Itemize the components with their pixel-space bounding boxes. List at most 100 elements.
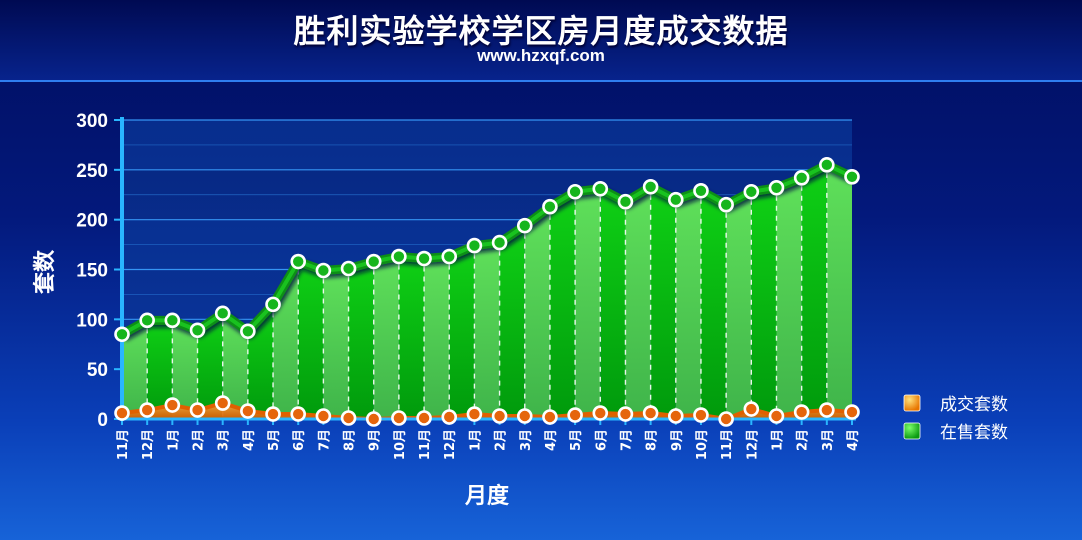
listed-area bbox=[122, 164, 852, 419]
listed-point bbox=[491, 234, 508, 251]
sold-point bbox=[240, 403, 256, 419]
sold-point bbox=[793, 404, 810, 420]
x-tick-label: 8月 bbox=[343, 429, 358, 451]
x-tick-label: 6月 bbox=[594, 429, 609, 451]
listed-area-segment bbox=[726, 191, 752, 419]
y-tick-label: 100 bbox=[76, 310, 108, 331]
listed-point bbox=[592, 180, 609, 197]
sold-point bbox=[667, 408, 684, 424]
sold-point bbox=[214, 395, 231, 411]
sold-point bbox=[189, 402, 206, 418]
listed-point bbox=[718, 196, 734, 213]
legend-swatch-listed bbox=[903, 422, 921, 440]
listed-point bbox=[365, 253, 382, 270]
sold-point bbox=[768, 408, 785, 424]
sold-point bbox=[718, 411, 734, 427]
listed-point bbox=[667, 191, 684, 208]
sold-point bbox=[693, 407, 709, 423]
listed-point bbox=[768, 179, 785, 196]
y-axis-ticks: 0 50 100 150 200 250 300 bbox=[76, 111, 122, 431]
listed-point bbox=[743, 183, 760, 200]
x-tick-label: 11月 bbox=[418, 429, 433, 460]
x-tick-label: 12月 bbox=[745, 429, 760, 460]
sold-point bbox=[617, 406, 634, 422]
listed-area-segment bbox=[826, 164, 852, 419]
y-tick-label: 250 bbox=[76, 161, 108, 182]
listed-area-segment bbox=[600, 188, 626, 419]
y-tick-label: 50 bbox=[87, 360, 108, 381]
listed-area-segment bbox=[373, 256, 399, 419]
x-tick-label: 9月 bbox=[368, 429, 383, 451]
listed-area-segment bbox=[298, 261, 324, 419]
listed-point bbox=[214, 305, 231, 322]
listed-point bbox=[164, 312, 181, 329]
sold-point bbox=[567, 407, 583, 423]
listed-point bbox=[844, 169, 860, 185]
listed-area-segment bbox=[575, 188, 601, 419]
legend-swatch-sold bbox=[903, 394, 921, 412]
x-tick-label: 3月 bbox=[519, 429, 534, 451]
sold-point bbox=[466, 406, 483, 422]
listed-area-segment bbox=[801, 164, 827, 419]
x-tick-label: 2月 bbox=[796, 429, 811, 451]
listed-point bbox=[819, 157, 835, 173]
chart-title: 胜利实验学校学区房月度成交数据 bbox=[293, 12, 789, 50]
x-tick-label: 4月 bbox=[242, 429, 257, 451]
sold-point bbox=[416, 410, 432, 426]
x-tick-label: 6月 bbox=[292, 429, 307, 451]
listed-point bbox=[340, 260, 357, 277]
x-tick-label: 12月 bbox=[141, 429, 156, 460]
listed-area-segment bbox=[222, 313, 248, 419]
listed-area-segment bbox=[675, 190, 701, 419]
listed-point bbox=[516, 217, 533, 234]
listed-point bbox=[693, 182, 709, 199]
y-tick-label: 0 bbox=[97, 410, 108, 431]
sold-point bbox=[743, 401, 760, 417]
legend-label-listed: 在售套数 bbox=[940, 423, 1008, 443]
x-tick-label: 3月 bbox=[821, 429, 836, 451]
listed-area-segment bbox=[122, 320, 148, 419]
x-axis-title: 月度 bbox=[464, 483, 510, 509]
x-tick-label: 10月 bbox=[393, 429, 408, 460]
listed-point bbox=[567, 183, 583, 200]
x-tick-label: 1月 bbox=[770, 429, 785, 451]
listed-point bbox=[391, 248, 407, 265]
x-tick-label: 3月 bbox=[217, 429, 232, 451]
listed-area-segment bbox=[549, 191, 576, 419]
sold-point bbox=[265, 406, 281, 422]
x-tick-label: 1月 bbox=[166, 429, 181, 451]
listed-points bbox=[114, 157, 860, 343]
listed-area-segment bbox=[449, 245, 475, 419]
listed-area-segment bbox=[700, 190, 727, 419]
listed-area-segment bbox=[650, 186, 676, 419]
y-tick-label: 150 bbox=[76, 261, 108, 282]
sold-point bbox=[491, 408, 508, 424]
listed-point bbox=[617, 193, 634, 210]
sold-point bbox=[139, 402, 155, 418]
listed-point bbox=[290, 253, 307, 270]
listed-area-segment bbox=[172, 320, 198, 419]
sold-point bbox=[844, 404, 860, 420]
listed-point bbox=[240, 323, 256, 340]
listed-area-segment bbox=[524, 206, 550, 419]
x-tick-label: 10月 bbox=[695, 429, 710, 460]
sold-point bbox=[391, 410, 407, 426]
x-tick-label: 11月 bbox=[116, 429, 131, 460]
listed-area-segment bbox=[147, 320, 173, 419]
x-axis-ticks: 11月 12月 1月 2月 3月 4月 5月 6月 7月 8月 9月 10月 11月 12月 1月 2月 3月 4… bbox=[116, 419, 861, 460]
listed-area-segment bbox=[424, 256, 450, 419]
listed-point bbox=[642, 178, 659, 195]
listed-area-segment bbox=[776, 177, 802, 419]
listed-area-segment bbox=[625, 186, 651, 419]
sold-point bbox=[290, 406, 307, 422]
listed-area-segment bbox=[398, 256, 425, 419]
sold-point bbox=[441, 409, 458, 425]
listed-area-segment bbox=[323, 268, 349, 419]
sold-point bbox=[164, 397, 181, 413]
y-tick-label: 300 bbox=[76, 111, 108, 132]
sold-point bbox=[340, 410, 357, 426]
sold-point bbox=[365, 411, 382, 427]
legend-label-sold: 成交套数 bbox=[940, 395, 1008, 415]
